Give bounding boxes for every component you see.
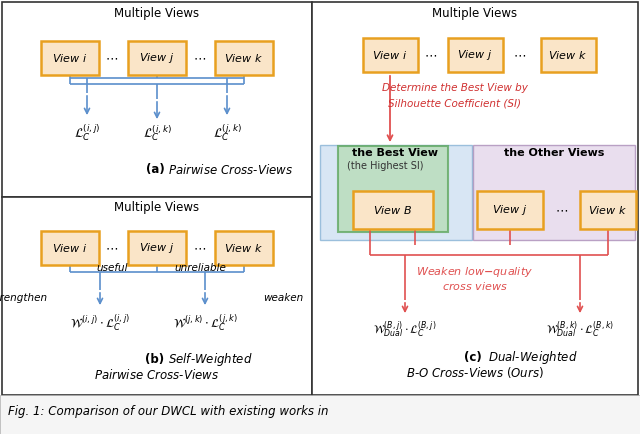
Text: Silhouette Coefficient (SI): Silhouette Coefficient (SI) <box>388 98 522 108</box>
Text: Multiple Views: Multiple Views <box>433 7 518 20</box>
Text: weaken: weaken <box>263 293 303 303</box>
Text: $\mathcal{L}_C^{(i,j)}$: $\mathcal{L}_C^{(i,j)}$ <box>74 122 100 144</box>
Text: $\mathit{View}\ \mathit{k}$: $\mathit{View}\ \mathit{k}$ <box>588 204 628 216</box>
Text: Multiple Views: Multiple Views <box>115 201 200 214</box>
Bar <box>41 41 99 75</box>
Bar <box>215 231 273 265</box>
Text: $\mathcal{W}_{Dual}^{(B,k)}\cdot\mathcal{L}_C^{(B,k)}$: $\mathcal{W}_{Dual}^{(B,k)}\cdot\mathcal… <box>546 319 614 340</box>
Text: $\mathit{Pairwise\ Cross}$-$\mathit{Views}$: $\mathit{Pairwise\ Cross}$-$\mathit{View… <box>168 163 293 177</box>
Bar <box>541 38 595 72</box>
Text: (a): (a) <box>145 164 168 177</box>
Text: $\mathit{Self}$-$\mathit{Weighted}$: $\mathit{Self}$-$\mathit{Weighted}$ <box>168 352 253 368</box>
Text: the Best View: the Best View <box>352 148 438 158</box>
Text: $\mathit{Dual}$-$\mathit{Weighted}$: $\mathit{Dual}$-$\mathit{Weighted}$ <box>488 349 577 366</box>
Text: $\cdots$: $\cdots$ <box>556 204 568 217</box>
Text: $\mathit{View}\ \mathit{j}$: $\mathit{View}\ \mathit{j}$ <box>140 51 175 65</box>
Text: $\cdots$: $\cdots$ <box>424 49 438 62</box>
Bar <box>128 41 186 75</box>
Bar <box>338 146 448 232</box>
Text: $\cdots$: $\cdots$ <box>513 49 527 62</box>
Text: $\mathbf{\mathit{cross\ views}}$: $\mathbf{\mathit{cross\ views}}$ <box>442 280 508 292</box>
Text: (c): (c) <box>464 352 486 365</box>
Text: $\mathit{View}\ \mathit{i}$: $\mathit{View}\ \mathit{i}$ <box>52 52 88 64</box>
Bar <box>320 145 472 240</box>
Bar <box>2 2 312 197</box>
Bar <box>128 231 186 265</box>
Text: $\mathit{View}\ \mathit{B}$: $\mathit{View}\ \mathit{B}$ <box>373 204 413 216</box>
Text: $\mathcal{L}_C^{(j,k)}$: $\mathcal{L}_C^{(j,k)}$ <box>212 122 241 144</box>
Bar <box>580 191 636 229</box>
Bar <box>0 395 640 434</box>
Text: $\mathit{B}$-$\mathit{O\ Cross}$-$\mathit{Views\ (Ours)}$: $\mathit{B}$-$\mathit{O\ Cross}$-$\mathi… <box>406 365 544 381</box>
Text: Fig. 1: Comparison of our DWCL with existing works in: Fig. 1: Comparison of our DWCL with exis… <box>8 405 328 418</box>
Text: Multiple Views: Multiple Views <box>115 7 200 20</box>
Text: $\mathcal{L}_C^{(i,k)}$: $\mathcal{L}_C^{(i,k)}$ <box>143 123 172 143</box>
Text: $\mathit{View}\ \mathit{i}$: $\mathit{View}\ \mathit{i}$ <box>372 49 408 61</box>
Text: Determine the Best View by: Determine the Best View by <box>382 83 528 93</box>
Bar <box>2 197 312 395</box>
Text: $\mathit{View}\ \mathit{k}$: $\mathit{View}\ \mathit{k}$ <box>225 242 264 254</box>
Text: (the Highest SI): (the Highest SI) <box>347 161 423 171</box>
Bar <box>477 191 543 229</box>
Bar <box>215 41 273 75</box>
Text: $\cdots$: $\cdots$ <box>193 241 207 254</box>
Bar <box>353 191 433 229</box>
Bar <box>312 2 638 395</box>
Text: $\mathit{View}\ \mathit{j}$: $\mathit{View}\ \mathit{j}$ <box>458 48 493 62</box>
Bar <box>362 38 417 72</box>
Text: $\mathit{View}\ \mathit{i}$: $\mathit{View}\ \mathit{i}$ <box>52 242 88 254</box>
Bar <box>473 145 635 240</box>
Text: useful: useful <box>96 263 128 273</box>
Text: $\mathit{View}\ \mathit{j}$: $\mathit{View}\ \mathit{j}$ <box>492 203 527 217</box>
Text: $\cdots$: $\cdots$ <box>106 52 118 65</box>
Text: $\mathit{View}\ \mathit{k}$: $\mathit{View}\ \mathit{k}$ <box>548 49 588 61</box>
Text: $\mathit{View}\ \mathit{k}$: $\mathit{View}\ \mathit{k}$ <box>225 52 264 64</box>
Bar <box>41 231 99 265</box>
Text: $\mathit{Pairwise\ Cross}$-$\mathit{Views}$: $\mathit{Pairwise\ Cross}$-$\mathit{View… <box>95 368 220 382</box>
Bar <box>447 38 502 72</box>
Text: $\cdots$: $\cdots$ <box>106 241 118 254</box>
Text: strengthen: strengthen <box>0 293 48 303</box>
Text: the Other Views: the Other Views <box>504 148 604 158</box>
Text: (b): (b) <box>145 354 168 366</box>
Text: unreliable: unreliable <box>174 263 226 273</box>
Text: $\mathcal{W}_{Dual}^{(B,j)}\cdot\mathcal{L}_C^{(B,j)}$: $\mathcal{W}_{Dual}^{(B,j)}\cdot\mathcal… <box>373 319 436 340</box>
Text: $\mathit{View}\ \mathit{j}$: $\mathit{View}\ \mathit{j}$ <box>140 241 175 255</box>
Text: $\cdots$: $\cdots$ <box>193 52 207 65</box>
Text: $\mathbf{\mathit{Weaken\ low}}\mathbf{-}\mathbf{\mathit{quality}}$: $\mathbf{\mathit{Weaken\ low}}\mathbf{-}… <box>417 265 534 279</box>
Text: $\mathcal{W}^{(j,k)}\cdot\mathcal{L}_C^{(j,k)}$: $\mathcal{W}^{(j,k)}\cdot\mathcal{L}_C^{… <box>173 312 237 333</box>
Text: $\mathcal{W}^{(i,j)}\cdot\mathcal{L}_C^{(i,j)}$: $\mathcal{W}^{(i,j)}\cdot\mathcal{L}_C^{… <box>70 312 130 333</box>
